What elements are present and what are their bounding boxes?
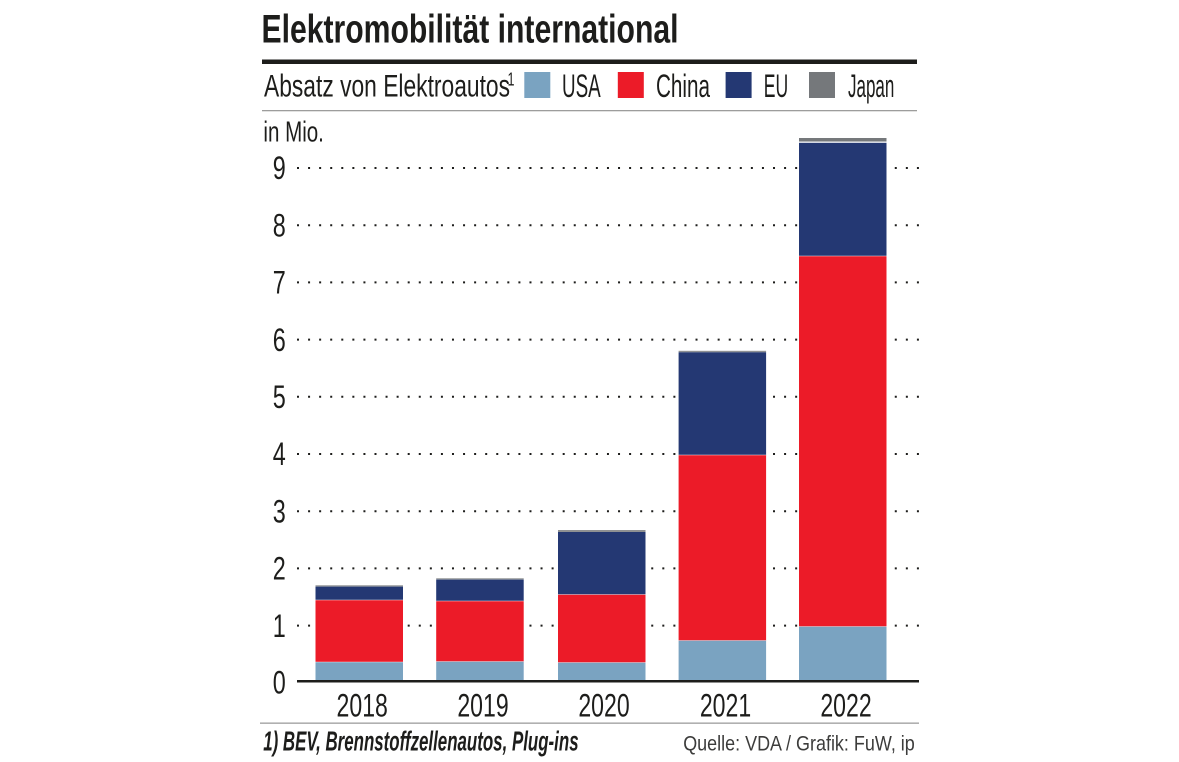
svg-text:in Mio.: in Mio. xyxy=(263,116,324,148)
svg-text:5: 5 xyxy=(273,379,286,415)
svg-text:China: China xyxy=(656,68,711,104)
svg-text:USA: USA xyxy=(562,68,601,104)
svg-text:Elektromobilität international: Elektromobilität international xyxy=(262,8,679,52)
svg-text:8: 8 xyxy=(273,207,286,243)
svg-text:2020: 2020 xyxy=(578,687,629,724)
svg-text:2: 2 xyxy=(273,551,286,587)
svg-text:EU: EU xyxy=(764,68,788,104)
svg-text:Japan: Japan xyxy=(848,68,894,104)
svg-text:Absatz von Elektroautos: Absatz von Elektroautos xyxy=(264,68,510,104)
svg-text:1: 1 xyxy=(508,70,515,90)
svg-text:7: 7 xyxy=(273,265,286,301)
svg-text:2021: 2021 xyxy=(700,687,751,724)
svg-text:6: 6 xyxy=(273,322,286,358)
svg-text:1: 1 xyxy=(273,608,286,644)
svg-text:9: 9 xyxy=(273,150,286,186)
svg-text:1) BEV, Brennstoffzellenautos,: 1) BEV, Brennstoffzellenautos, Plug-ins xyxy=(263,726,578,757)
svg-text:2019: 2019 xyxy=(457,687,508,724)
svg-text:2022: 2022 xyxy=(820,687,871,724)
svg-text:3: 3 xyxy=(273,493,286,529)
svg-text:2018: 2018 xyxy=(337,687,388,724)
svg-text:4: 4 xyxy=(273,436,286,472)
svg-text:0: 0 xyxy=(273,665,286,701)
svg-text:Quelle: VDA / Grafik: FuW, ip: Quelle: VDA / Grafik: FuW, ip xyxy=(683,731,915,755)
